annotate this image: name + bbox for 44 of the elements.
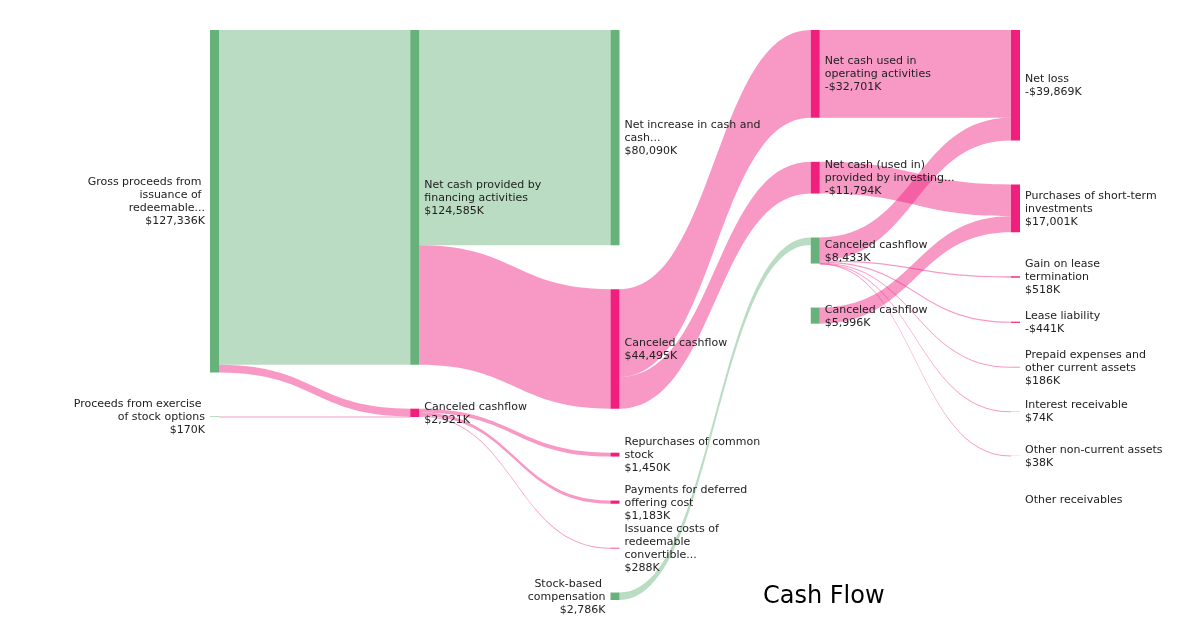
category-label: Net increase in cash and cash... (624, 118, 764, 145)
category-label: Canceled cashflow (824, 302, 928, 316)
data-label: $1,183K (624, 508, 671, 522)
data-label: $170K (169, 423, 206, 437)
category-label: Proceeds from exercise of stock options (73, 397, 206, 424)
data-label: $38K (1025, 455, 1054, 469)
data-label: -$39,869K (1025, 85, 1083, 99)
category-label: Net cash used in operating activities (824, 54, 932, 81)
category-label: Other receivables (1025, 493, 1123, 507)
category-label: Canceled cashflow (424, 399, 527, 413)
category-label: Issuance costs of redeemable convertible... (624, 522, 723, 562)
data-label: $5,996K (824, 315, 872, 329)
category-label: Gross proceeds from issuance of redeemable... (87, 175, 205, 215)
category-label: Canceled cashflow (624, 335, 728, 349)
category-label: Net loss (1025, 72, 1070, 86)
data-label: $518K (1025, 283, 1061, 297)
data-label: -$441K (1025, 322, 1065, 336)
category-label: Interest receivable (1025, 398, 1129, 412)
category-label: Other non-current assets (1025, 442, 1163, 456)
data-label: $1,450K (624, 461, 671, 475)
category-label: Purchases of short-term investments (1025, 188, 1161, 215)
category-label: Net cash provided by financing activities (424, 177, 545, 204)
data-label: $127,336K (145, 214, 206, 228)
data-label: $2,921K (424, 412, 471, 426)
category-label: Gain on lease termination (1025, 257, 1104, 284)
data-label: $74K (1025, 411, 1054, 425)
data-label: $44,495K (624, 348, 678, 362)
data-label: $8,433K (824, 250, 872, 264)
category-label: Stock-based compensation (527, 576, 606, 603)
category-label: Repurchases of common stock (624, 435, 764, 462)
category-label: Payments for deferred offering cost (624, 482, 751, 509)
data-label: $288K (624, 561, 661, 575)
data-label: -$11,794K (824, 184, 883, 198)
category-label: Net cash (used in) provided by investing... (824, 158, 955, 185)
data-label: $2,786K (559, 602, 607, 616)
category-label: Canceled cashflow (824, 237, 928, 251)
data-label: $186K (1025, 373, 1061, 387)
text: Cash Flow (763, 581, 885, 609)
data-label: $17,001K (1025, 214, 1079, 228)
category-label: Prepaid expenses and other current assets (1025, 347, 1150, 374)
data-label: $124,585K (424, 203, 485, 217)
category-label: Lease liability (1025, 309, 1101, 323)
data-label: -$32,701K (824, 80, 883, 94)
data-label: $80,090K (624, 144, 678, 158)
